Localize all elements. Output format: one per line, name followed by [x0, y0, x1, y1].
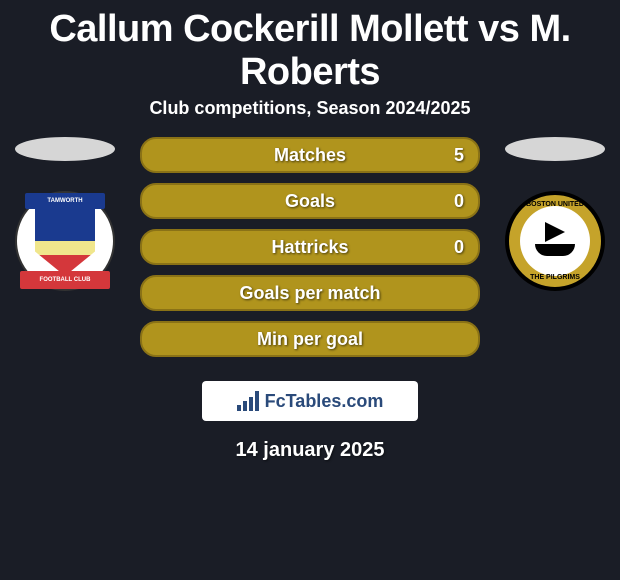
stat-label: Goals — [285, 191, 335, 212]
logo-text: FcTables.com — [265, 391, 384, 412]
bars-icon — [237, 391, 259, 411]
footer-date: 14 january 2025 — [0, 439, 620, 462]
right-crest-inner — [520, 206, 590, 276]
right-crest-top-text: BOSTON UNITED — [526, 201, 584, 208]
right-club-column: BOSTON UNITED THE PILGRIMS — [500, 137, 610, 291]
stat-row-goals: Goals 0 — [140, 183, 480, 219]
stat-label: Goals per match — [239, 283, 380, 304]
right-club-crest: BOSTON UNITED THE PILGRIMS — [505, 191, 605, 291]
stat-label: Min per goal — [257, 329, 363, 350]
stat-label: Matches — [274, 145, 346, 166]
left-crest-bottom-text: FOOTBALL CLUB — [20, 271, 110, 289]
left-club-crest: TAMWORTH FOOTBALL CLUB — [15, 191, 115, 291]
page-subtitle: Club competitions, Season 2024/2025 — [0, 98, 620, 119]
left-club-column: TAMWORTH FOOTBALL CLUB — [10, 137, 120, 291]
content-row: TAMWORTH FOOTBALL CLUB Matches 5 Goals 0… — [0, 137, 620, 357]
stat-right-value: 0 — [454, 191, 464, 212]
stat-row-hattricks: Hattricks 0 — [140, 229, 480, 265]
right-player-silhouette — [505, 137, 605, 161]
stat-right-value: 5 — [454, 145, 464, 166]
stat-right-value: 0 — [454, 237, 464, 258]
page-title: Callum Cockerill Mollett vs M. Roberts — [0, 0, 620, 98]
right-crest-bottom-text: THE PILGRIMS — [530, 274, 580, 281]
stat-row-matches: Matches 5 — [140, 137, 480, 173]
left-player-silhouette — [15, 137, 115, 161]
fctables-logo[interactable]: FcTables.com — [202, 381, 418, 421]
stat-label: Hattricks — [271, 237, 348, 258]
stats-container: Matches 5 Goals 0 Hattricks 0 Goals per … — [140, 137, 480, 357]
left-crest-shield-icon — [35, 206, 95, 276]
ship-icon — [535, 226, 575, 256]
stat-row-min-per-goal: Min per goal — [140, 321, 480, 357]
stat-row-goals-per-match: Goals per match — [140, 275, 480, 311]
